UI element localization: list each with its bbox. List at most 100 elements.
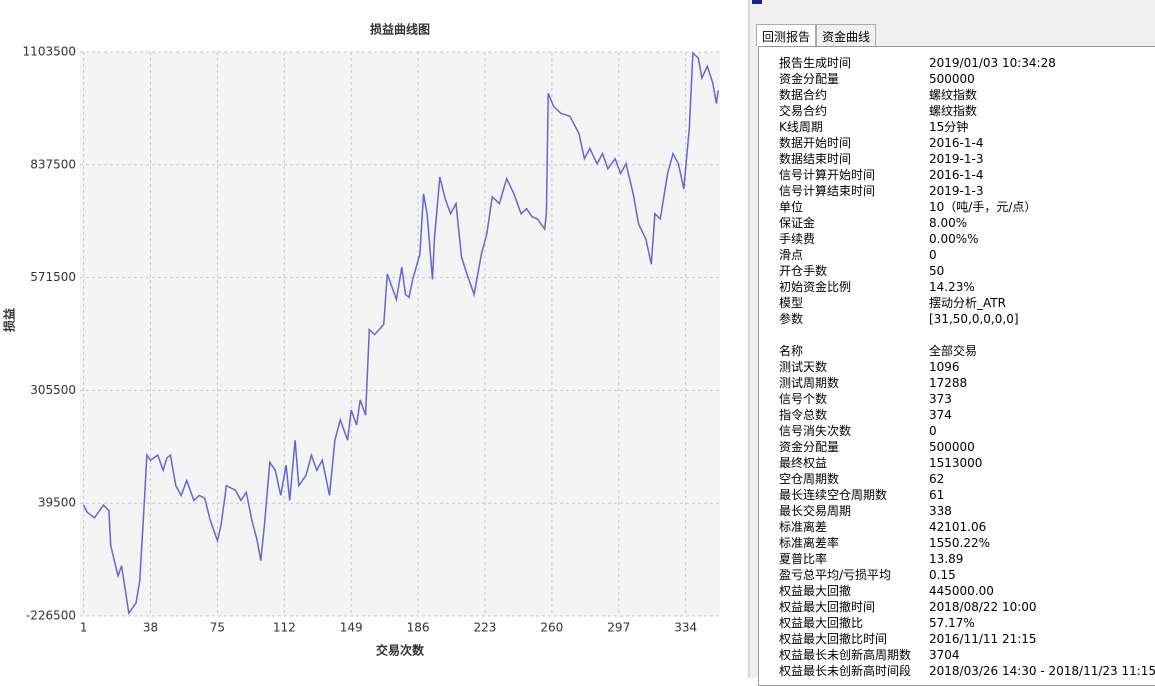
report-label: 空仓周期数	[779, 472, 840, 486]
report-value: 373	[929, 392, 952, 406]
x-axis-label: 交易次数	[376, 643, 425, 658]
report-value: 374	[929, 408, 952, 422]
x-tick-label: 186	[407, 621, 430, 635]
report-value: 10（吨/手，元/点）	[929, 200, 1037, 214]
report-value: 17288	[929, 376, 968, 390]
chart-title: 损益曲线图	[370, 22, 430, 37]
report-label: 信号消失次数	[779, 424, 852, 438]
report-value: 1550.22%	[929, 536, 991, 550]
report-label: 手续费	[779, 232, 816, 246]
x-tick-label: 223	[474, 621, 497, 635]
report-label: 最长连续空仓周期数	[779, 488, 888, 502]
report-label: 测试天数	[779, 360, 828, 374]
report-value: 15分钟	[929, 120, 969, 134]
report-value: [31,50,0,0,0,0]	[929, 312, 1019, 326]
plot-area	[80, 52, 720, 616]
x-tick-label: 38	[143, 621, 158, 635]
report-value: 2018/08/22 10:00	[929, 600, 1037, 614]
report-value: 338	[929, 504, 952, 518]
report-value: 62	[929, 472, 945, 486]
x-tick-label: 112	[273, 621, 296, 635]
report-label: 权益最长未创新高周期数	[779, 648, 912, 662]
report-label: 初始资金比例	[779, 280, 852, 294]
report-value: 3704	[929, 648, 960, 662]
x-tick-label: 334	[674, 621, 697, 635]
report-value: 0.15	[929, 568, 956, 582]
y-tick-label: 571500	[30, 270, 76, 284]
report-value: 13.89	[929, 552, 964, 566]
report-label: 信号计算开始时间	[779, 168, 876, 182]
report-label: 单位	[779, 200, 804, 214]
report-label: 测试周期数	[779, 376, 840, 390]
report-label: 指令总数	[779, 408, 828, 422]
tab[interactable]: 回测报告	[756, 24, 817, 46]
report-value: 2019-1-3	[929, 184, 984, 198]
report-label: 盈亏总平均/亏损平均	[779, 568, 892, 582]
chart: 损益曲线图 交易次数 损益 -226500 39500 305500 571500 83…	[2, 22, 720, 658]
report-value: 0	[929, 424, 937, 438]
report-label: 权益最大回撤比时间	[779, 632, 888, 646]
x-tick-label: 260	[540, 621, 563, 635]
equity-line	[82, 51, 719, 616]
report-value: 57.17%	[929, 616, 975, 630]
tab-bar: 回测报告 资金曲线	[756, 24, 877, 46]
report-label: 交易合约	[779, 104, 828, 118]
report-label: 资金分配量	[779, 440, 840, 454]
report-value: 42101.06	[929, 520, 987, 534]
y-tick-label: -226500	[26, 609, 76, 623]
report-value: 2018/03/26 14:30 - 2018/11/23 11:15	[929, 664, 1155, 678]
report-label: 参数	[779, 312, 804, 326]
report-label: 标准离差率	[779, 536, 840, 550]
x-tick-label: 1	[80, 621, 88, 635]
report-value: 61	[929, 488, 945, 502]
report-value: 8.00%	[929, 216, 968, 230]
report-label: 数据开始时间	[779, 136, 852, 150]
report-value: 1513000	[929, 456, 983, 470]
x-tick-label: 297	[607, 621, 630, 635]
report-label: 模型	[779, 296, 804, 310]
report-value: 500000	[929, 440, 975, 454]
tab[interactable]: 资金曲线	[816, 24, 877, 46]
report-value: 2016-1-4	[929, 168, 984, 182]
report-value: 2019/01/03 10:34:28	[929, 56, 1056, 70]
report-label: 权益最大回撤比	[779, 616, 864, 630]
report-value: 500000	[929, 72, 975, 86]
y-axis-label: 损益	[2, 308, 17, 332]
report-list: 报告生成时间 2019/01/03 10:34:28 资金分配量 500000 数据合约…	[758, 46, 1155, 686]
report-label: 滑点	[779, 248, 804, 262]
report-label: K线周期	[779, 120, 823, 134]
report-label: 标准离差	[779, 520, 828, 534]
report-label: 最长交易周期	[779, 504, 852, 518]
x-tick-label: 75	[210, 621, 225, 635]
report-label: 名称	[779, 344, 804, 358]
report-value: 50	[929, 264, 945, 278]
report-value: 2016-1-4	[929, 136, 984, 150]
report-value: 445000.00	[929, 584, 994, 598]
report-label: 信号计算结束时间	[779, 184, 876, 198]
report-label: 数据结束时间	[779, 152, 852, 166]
report-value: 螺纹指数	[929, 104, 978, 118]
report-label: 夏普比率	[779, 552, 828, 566]
report-value: 0.00%%	[929, 232, 979, 246]
window-icon	[752, 0, 762, 4]
report-value: 摆动分析_ATR	[929, 296, 1006, 310]
report-value: 2016/11/11 21:15	[929, 632, 1037, 646]
report-label: 数据合约	[779, 88, 828, 102]
report-label: 权益最大回撤时间	[779, 600, 876, 614]
report-label: 信号个数	[779, 392, 828, 406]
report-value: 0	[929, 248, 937, 262]
y-tick-label: 837500	[30, 157, 76, 171]
report-label: 报告生成时间	[779, 56, 852, 70]
report-value: 14.23%	[929, 280, 975, 294]
report-label: 权益最长未创新高时间段	[779, 664, 912, 678]
y-tick-label: 1103500	[23, 45, 76, 59]
y-tick-label: 305500	[30, 383, 76, 397]
report-value: 2019-1-3	[929, 152, 984, 166]
report-panel: 回测报告 资金曲线 报告生成时间 2019/01/03 10:34:28 资金分配量…	[748, 0, 1155, 686]
report-label: 权益最大回撤	[779, 584, 852, 598]
report-label: 资金分配量	[779, 72, 840, 86]
report-value: 全部交易	[929, 344, 978, 358]
report-value: 螺纹指数	[929, 88, 978, 102]
report-value: 1096	[929, 360, 960, 374]
